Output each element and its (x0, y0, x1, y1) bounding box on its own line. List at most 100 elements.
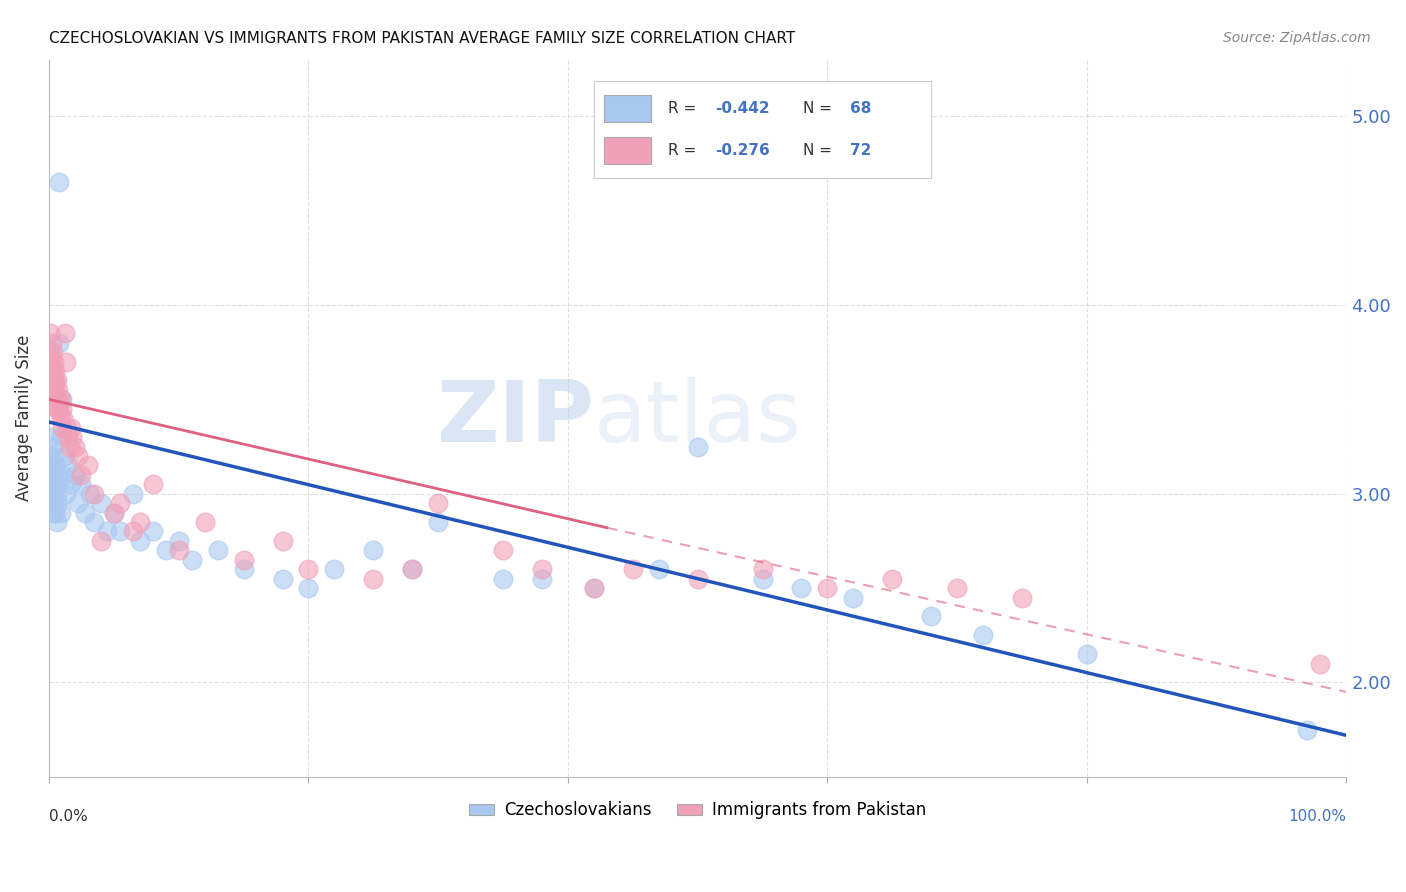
Point (70, 467, 93, 482)
Point (52, 411, 75, 425)
Point (46, 392, 69, 407)
Point (128, 515, 150, 529)
Point (39, 449, 62, 463)
Point (41, 374, 63, 388)
Point (44, 354, 66, 368)
Point (232, 562, 254, 576)
Point (44, 392, 66, 407)
Point (582, 581, 605, 595)
Point (297, 562, 319, 576)
Point (45, 467, 67, 482)
Point (83, 487, 105, 501)
Point (59, 440, 82, 454)
Point (63, 467, 86, 482)
Point (42, 440, 65, 454)
Point (58, 430, 80, 444)
Point (83, 515, 105, 529)
Point (46, 496, 69, 510)
Point (530, 572, 553, 586)
Point (49, 392, 72, 407)
Point (1011, 591, 1033, 605)
Point (53, 449, 76, 463)
Point (44, 383, 66, 397)
Point (401, 562, 423, 576)
Point (44, 477, 66, 491)
Point (39, 477, 62, 491)
Point (44, 383, 66, 397)
Point (60, 430, 83, 444)
Point (90, 533, 112, 548)
Point (363, 543, 385, 558)
Point (39, 467, 62, 482)
Point (42, 506, 65, 520)
Point (103, 506, 125, 520)
Point (180, 553, 202, 567)
Point (44, 477, 66, 491)
Point (46, 477, 69, 491)
Point (56, 420, 79, 434)
Point (271, 533, 294, 548)
Point (41, 487, 63, 501)
Point (492, 543, 515, 558)
Point (41, 354, 63, 368)
Point (155, 543, 177, 558)
Point (63, 440, 86, 454)
Point (49, 411, 72, 425)
Point (55, 487, 77, 501)
Point (39, 326, 62, 341)
Point (44, 364, 66, 378)
Point (45, 374, 67, 388)
Y-axis label: Average Family Size: Average Family Size (15, 335, 32, 501)
Point (297, 581, 319, 595)
Point (44, 449, 66, 463)
Point (110, 496, 132, 510)
Text: 100.0%: 100.0% (1288, 809, 1347, 824)
Point (103, 506, 125, 520)
Point (751, 562, 773, 576)
Point (42, 383, 65, 397)
Point (41, 496, 63, 510)
Point (167, 533, 190, 548)
Point (48, 401, 70, 416)
Point (58, 458, 80, 473)
Point (1309, 657, 1331, 671)
Point (122, 524, 145, 539)
Point (401, 562, 423, 576)
Point (45, 515, 67, 529)
Point (882, 572, 904, 586)
Point (142, 477, 165, 491)
Point (42, 364, 65, 378)
Point (530, 562, 553, 576)
Point (648, 562, 671, 576)
Point (686, 572, 709, 586)
Point (39, 345, 62, 359)
Point (48, 392, 70, 407)
Point (46, 401, 69, 416)
Point (77, 458, 100, 473)
Point (90, 496, 112, 510)
Point (45, 392, 67, 407)
Point (1296, 723, 1319, 737)
Point (751, 572, 773, 586)
Point (946, 581, 969, 595)
Point (44, 506, 66, 520)
Point (39, 364, 62, 378)
Point (323, 562, 346, 576)
Point (686, 440, 709, 454)
Point (41, 383, 63, 397)
Point (842, 591, 865, 605)
Point (128, 533, 150, 548)
Point (207, 543, 229, 558)
Point (53, 326, 76, 341)
Point (44, 458, 66, 473)
Point (427, 515, 450, 529)
Point (110, 524, 132, 539)
Point (972, 628, 994, 642)
Text: Source: ZipAtlas.com: Source: ZipAtlas.com (1223, 31, 1371, 45)
Point (815, 581, 838, 595)
Point (79, 487, 101, 501)
Point (46, 383, 69, 397)
Point (51, 401, 73, 416)
Legend: Czechoslovakians, Immigrants from Pakistan: Czechoslovakians, Immigrants from Pakist… (463, 795, 932, 826)
Point (49, 506, 72, 520)
